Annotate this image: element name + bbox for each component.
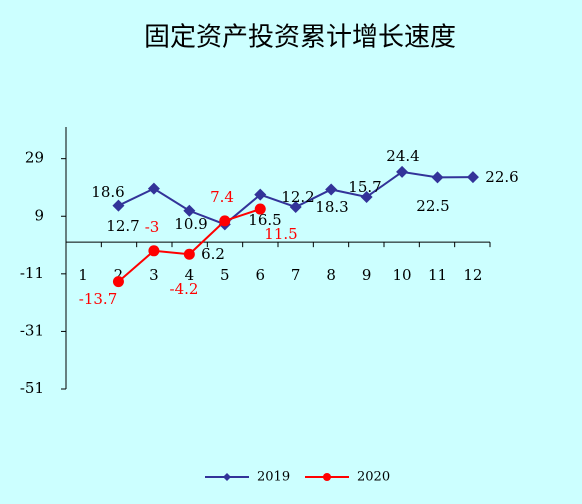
point <box>254 203 266 215</box>
point <box>254 188 267 201</box>
data-label: 18.3 <box>315 198 348 216</box>
y-tick-label: -31 <box>20 321 44 339</box>
y-tick-label: 9 <box>34 206 44 224</box>
point <box>325 183 338 196</box>
point <box>148 245 160 257</box>
data-label: 16.5 <box>248 211 281 229</box>
data-label: 22.5 <box>416 197 449 215</box>
point <box>431 171 444 184</box>
point <box>183 248 195 260</box>
x-tick-label: 7 <box>291 266 301 284</box>
point <box>360 190 373 203</box>
point <box>289 201 302 214</box>
data-label: 15.7 <box>348 178 381 196</box>
y-tick-label: -51 <box>20 379 44 397</box>
x-tick-label: 6 <box>255 266 265 284</box>
point <box>183 204 196 217</box>
data-label: 11.5 <box>264 225 297 243</box>
legend-marker <box>323 473 331 481</box>
point <box>219 215 231 227</box>
legend-label: 2019 <box>257 470 290 485</box>
data-label: 12.2 <box>281 188 314 206</box>
data-label: 7.4 <box>210 188 234 206</box>
data-label: 12.7 <box>106 217 139 235</box>
data-label: 22.6 <box>485 168 518 186</box>
data-label: -13.7 <box>79 290 117 308</box>
x-tick-label: 11 <box>428 266 447 284</box>
data-label: 24.4 <box>386 147 419 165</box>
legend-label: 2020 <box>357 470 390 485</box>
x-tick-label: 3 <box>149 266 159 284</box>
point <box>396 165 409 178</box>
chart-title: 固定资产投资累计增长速度 <box>144 23 456 53</box>
x-tick-label: 1 <box>78 266 88 284</box>
point <box>112 199 125 212</box>
data-label: 6.2 <box>201 245 225 263</box>
x-tick-label: 10 <box>393 266 412 284</box>
point <box>112 276 124 288</box>
point <box>466 171 479 184</box>
x-tick-label: 9 <box>362 266 372 284</box>
data-label: 10.9 <box>174 215 207 233</box>
data-label: 18.6 <box>91 183 124 201</box>
legend-marker <box>223 473 231 481</box>
x-tick-label: 4 <box>185 266 195 284</box>
x-tick-label: 2 <box>114 266 124 284</box>
data-label: -3 <box>145 218 160 236</box>
x-tick-label: 12 <box>463 266 482 284</box>
point <box>147 182 160 195</box>
x-tick-label: 8 <box>326 266 336 284</box>
y-tick-label: 29 <box>25 149 44 167</box>
y-tick-label: -11 <box>20 264 44 282</box>
x-tick-label: 5 <box>220 266 230 284</box>
data-label: -4.2 <box>170 280 199 298</box>
